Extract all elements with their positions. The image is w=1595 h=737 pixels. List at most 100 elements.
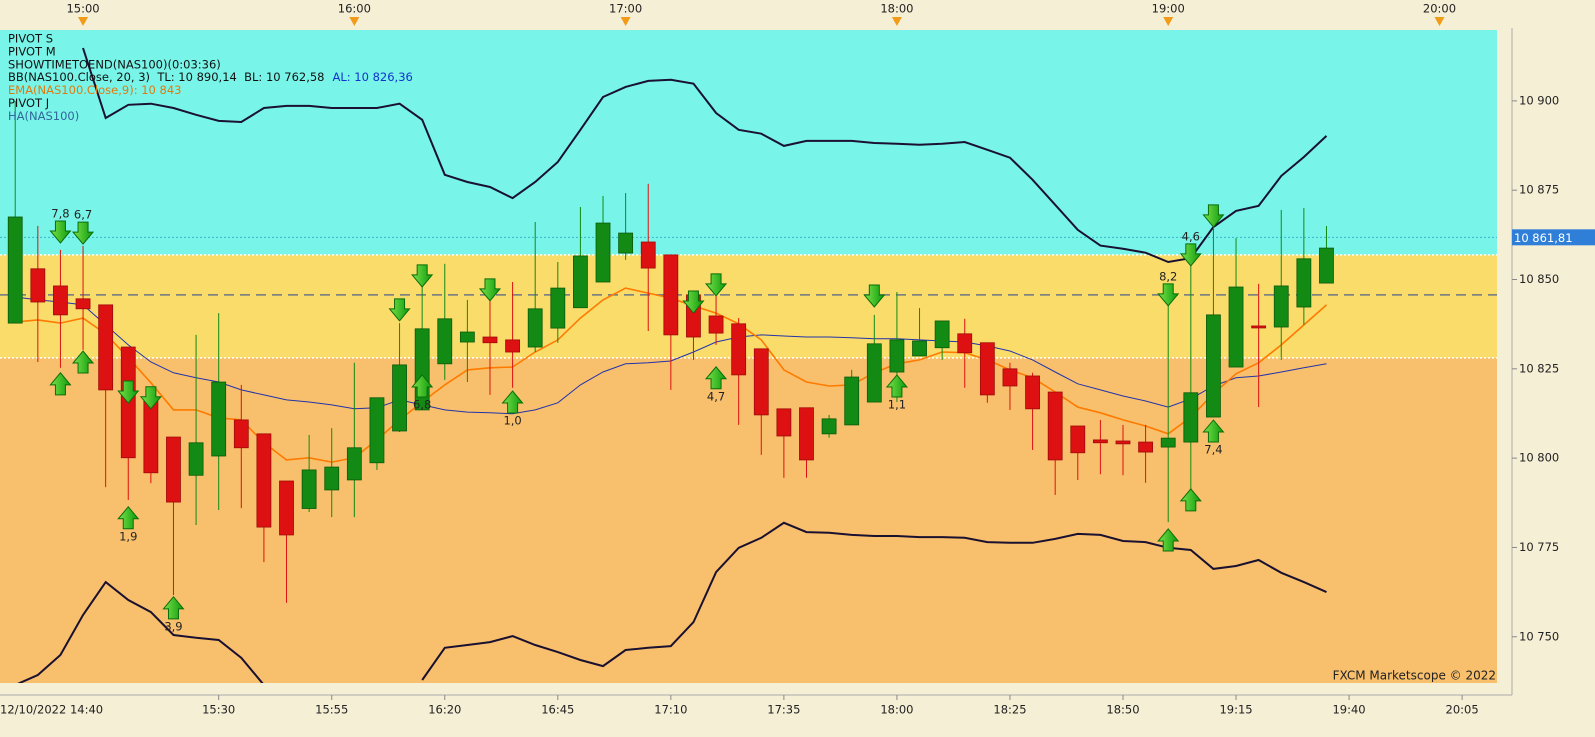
signal-arrow	[1157, 528, 1180, 552]
candle-body	[346, 447, 362, 481]
signal-arrow	[71, 350, 95, 374]
top-tick	[1163, 17, 1174, 26]
indicator-line	[82, 47, 1328, 264]
signal-label: 1,0	[503, 414, 521, 428]
signal-label: 4,7	[707, 389, 725, 403]
candle-body	[369, 397, 385, 464]
candle-body	[1025, 375, 1040, 410]
candle-body	[866, 343, 882, 403]
candle-body	[821, 418, 837, 435]
candle-body	[98, 304, 114, 391]
candle-body	[75, 298, 91, 310]
candle-body	[1138, 441, 1154, 453]
top-tick	[78, 17, 89, 26]
top-tick	[349, 17, 360, 26]
candle-body	[1183, 392, 1199, 443]
signal-arrow	[1202, 419, 1225, 443]
candle-body	[279, 480, 294, 536]
top-tick	[620, 17, 631, 26]
signal-label: 6,8	[413, 397, 431, 411]
candle-body	[1160, 437, 1176, 448]
last-price-label: 10 861,81	[1514, 231, 1573, 245]
y-tick-label: 10 800	[1519, 451, 1559, 465]
x-tick-label: 15:30	[202, 703, 235, 717]
candle-body	[188, 442, 204, 476]
signal-arrow	[863, 284, 886, 308]
candle-body	[324, 466, 340, 491]
candle-body	[573, 255, 588, 309]
signal-label: 1,1	[888, 397, 906, 411]
x-tick-label: 12/10/2022 14:40	[0, 703, 103, 717]
y-tick-label: 10 825	[1519, 361, 1559, 375]
signal-arrow	[162, 596, 185, 620]
top-tick-label: 17:00	[609, 2, 642, 16]
candle-body	[1273, 285, 1289, 328]
signal-label: 7,4	[1204, 442, 1222, 456]
candle-body	[166, 436, 181, 503]
signal-label: 8,2	[1159, 269, 1177, 283]
signal-arrow	[704, 365, 728, 390]
candle-body	[731, 323, 747, 376]
y-tick-label: 10 900	[1519, 93, 1559, 107]
legend-entry: PIVOT S	[8, 32, 53, 46]
x-tick-label: 16:20	[428, 703, 461, 717]
candle-body	[143, 399, 159, 474]
candle-body	[550, 287, 566, 329]
candle-body	[482, 336, 498, 344]
watermark: FXCM Marketscope © 2022	[1333, 669, 1496, 683]
x-tick-label: 18:00	[880, 703, 913, 717]
signal-arrow	[885, 374, 908, 398]
candle-body	[53, 285, 68, 316]
signal-arrow	[117, 506, 140, 530]
legend-entry: PIVOT M	[8, 44, 56, 58]
y-tick-label: 10 875	[1519, 183, 1559, 197]
candle-body	[640, 241, 656, 269]
y-tick-label: 10 850	[1519, 272, 1559, 286]
signal-arrow	[117, 380, 140, 404]
signal-arrow	[704, 273, 728, 297]
candle-body	[527, 308, 543, 348]
candle-body	[30, 268, 46, 303]
candle-body	[233, 419, 249, 449]
x-tick-label: 19:40	[1332, 703, 1365, 717]
candle-body	[934, 320, 950, 349]
last-price-tag	[1512, 229, 1595, 246]
x-tick-label: 18:50	[1106, 703, 1139, 717]
candle-body	[1296, 258, 1312, 308]
signal-label: 1,9	[119, 529, 137, 543]
candle-body	[1206, 314, 1221, 418]
band	[0, 30, 1497, 255]
signal-arrow	[1157, 283, 1180, 307]
candle-body	[459, 331, 475, 343]
candle-body	[1070, 425, 1086, 454]
signal-arrow	[501, 390, 524, 414]
signal-label: 7,8	[51, 206, 69, 220]
legend-entry: PIVOT J	[8, 96, 49, 110]
top-tick	[891, 17, 902, 26]
signal-arrow	[49, 220, 72, 244]
candle-body	[799, 407, 814, 461]
bands	[0, 30, 1497, 683]
top-tick-label: 16:00	[338, 2, 371, 16]
candle-body	[7, 216, 23, 324]
signal-label: 3,9	[164, 619, 182, 633]
candle-body	[844, 376, 860, 426]
signals: 7,8 6,7 1,9 3,9 6,8 1,0 4,7 1,1 8,2 4,6 7,4	[49, 204, 1225, 633]
signal-arrow	[1179, 488, 1202, 512]
candle-body	[1319, 247, 1334, 284]
legend-entry: BB(NAS100.Close, 20, 3) TL: 10 890,14 BL…	[8, 70, 325, 84]
candle-body	[211, 381, 227, 457]
candle-body	[1047, 391, 1063, 461]
legend-entry: AL: 10 826,36	[333, 70, 413, 84]
candle-body	[1092, 439, 1108, 444]
x-tick-label: 20:05	[1446, 703, 1479, 717]
y-tick-label: 10 775	[1519, 540, 1559, 554]
candle-body	[595, 222, 611, 283]
candle-body	[301, 469, 317, 509]
signal-arrow	[1179, 243, 1202, 267]
legend-entry: EMA(NAS100.Close,9): 10 843	[8, 83, 181, 97]
x-tick-label: 17:10	[654, 703, 687, 717]
candle-body	[256, 433, 272, 528]
top-tick	[1434, 17, 1445, 26]
